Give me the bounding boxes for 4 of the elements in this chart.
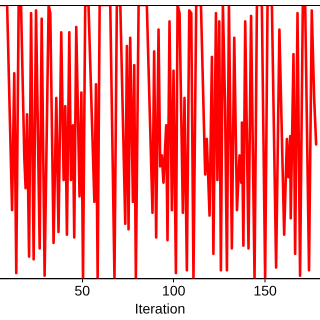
x-tick-label: 50 — [74, 282, 90, 299]
x-tick-label: 100 — [162, 282, 186, 299]
x-tick-label: 150 — [253, 282, 278, 299]
x-axis-title: Iteration — [134, 300, 186, 316]
